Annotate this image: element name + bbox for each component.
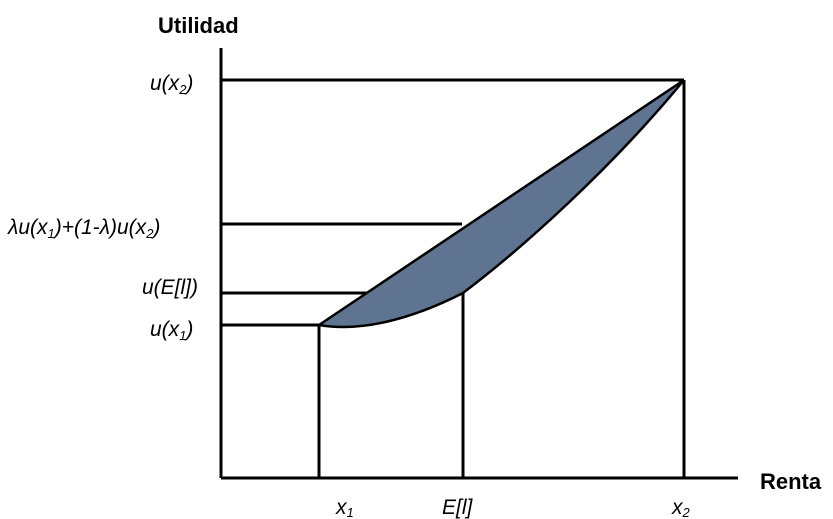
y-axis-title: Utilidad — [158, 13, 239, 38]
label-x1: x1 — [335, 496, 354, 519]
label-E: E[l] — [442, 496, 474, 519]
label-x2: x2 — [671, 496, 691, 519]
label-u-x1: u(x1) — [150, 318, 193, 343]
label-u-x2: u(x2) — [150, 72, 193, 97]
label-u-E: u(E[l]) — [142, 276, 198, 299]
x-axis-title: Renta — [760, 469, 822, 494]
label-combo: λu(x1)+(1-λ)u(x2) — [7, 216, 160, 241]
shaded-region — [315, 78, 685, 329]
